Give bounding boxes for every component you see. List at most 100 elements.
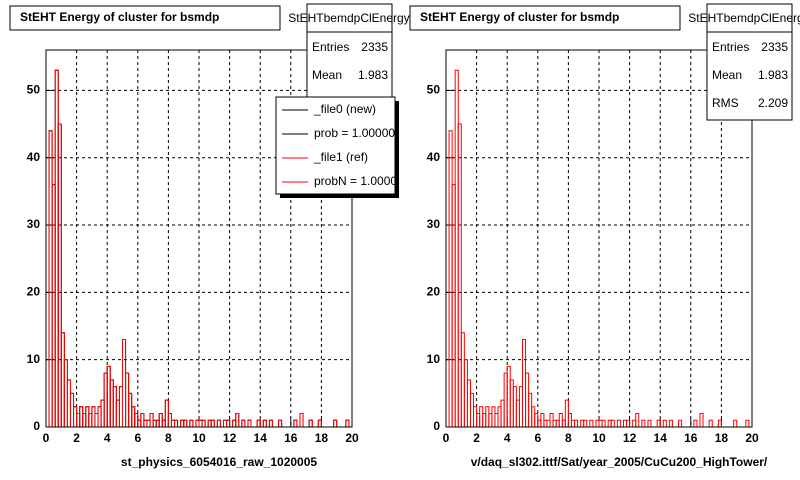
histogram-bar bbox=[647, 419, 652, 427]
x-tick-label: 12 bbox=[623, 431, 637, 445]
histogram-bar bbox=[457, 123, 462, 427]
x-tick-label: 0 bbox=[43, 431, 50, 445]
histogram-bar bbox=[601, 419, 606, 427]
chart-title: StEHT Energy of cluster for bsmdp bbox=[420, 10, 619, 24]
x-tick-label: 16 bbox=[684, 431, 698, 445]
x-tick-label: 16 bbox=[284, 431, 298, 445]
x-tick-label: 18 bbox=[315, 431, 329, 445]
histogram-bar bbox=[317, 419, 322, 427]
histogram-bar bbox=[226, 419, 231, 427]
stats-value: 1.983 bbox=[358, 68, 388, 82]
histogram-bar bbox=[210, 419, 215, 427]
histogram-bar bbox=[589, 419, 594, 427]
x-tick-label: 14 bbox=[254, 431, 268, 445]
histogram-bar bbox=[610, 419, 615, 427]
x-axis-label: st_physics_6054016_raw_1020005 bbox=[121, 455, 317, 469]
histogram-bar bbox=[256, 419, 261, 427]
histogram-bar bbox=[57, 123, 62, 427]
x-tick-label: 10 bbox=[592, 431, 606, 445]
x-tick-label: 6 bbox=[134, 431, 141, 445]
x-tick-label: 6 bbox=[534, 431, 541, 445]
histogram-bar bbox=[241, 419, 246, 427]
legend-label: _file0 (new) bbox=[313, 102, 376, 116]
histogram-bar bbox=[574, 419, 579, 427]
histogram-bar bbox=[641, 419, 646, 427]
y-tick-label: 30 bbox=[427, 217, 441, 231]
histogram-bar bbox=[235, 413, 240, 427]
y-tick-label: 0 bbox=[33, 419, 40, 433]
stats-value: 1.983 bbox=[758, 68, 788, 82]
y-tick-label: 0 bbox=[433, 419, 440, 433]
histogram-bar bbox=[662, 419, 667, 427]
histogram-bar bbox=[333, 419, 338, 427]
histogram-bar bbox=[278, 419, 283, 427]
x-tick-label: 4 bbox=[504, 431, 511, 445]
histogram-bar bbox=[201, 419, 206, 427]
histogram-bar bbox=[678, 419, 683, 427]
stats-title: StEHTbemdpClEnergy bbox=[288, 11, 409, 25]
frame-border bbox=[45, 49, 353, 428]
x-tick-label: 14 bbox=[654, 431, 668, 445]
x-tick-label: 2 bbox=[73, 431, 80, 445]
histogram-bar bbox=[216, 419, 221, 427]
y-tick-label: 40 bbox=[27, 150, 41, 164]
stats-value: 2335 bbox=[761, 40, 788, 54]
y-tick-label: 50 bbox=[27, 83, 41, 97]
histogram-bar bbox=[708, 419, 713, 427]
y-tick-label: 40 bbox=[427, 150, 441, 164]
histogram-bar bbox=[247, 419, 252, 427]
y-tick-label: 20 bbox=[27, 285, 41, 299]
x-tick-label: 8 bbox=[565, 431, 572, 445]
histogram-bar bbox=[693, 419, 698, 427]
histogram-bar bbox=[635, 413, 640, 427]
histogram-bar bbox=[308, 419, 313, 427]
histogram-bar bbox=[293, 419, 298, 427]
stats-label: Mean bbox=[312, 68, 342, 82]
histogram-bar bbox=[717, 419, 722, 427]
histogram-bar bbox=[745, 419, 750, 427]
x-tick-label: 18 bbox=[715, 431, 729, 445]
stats-value: 2335 bbox=[361, 40, 388, 54]
y-tick-label: 30 bbox=[27, 217, 41, 231]
x-tick-label: 8 bbox=[165, 431, 172, 445]
histogram-bar bbox=[174, 419, 179, 427]
x-tick-label: 4 bbox=[104, 431, 111, 445]
stats-label: Entries bbox=[312, 40, 349, 54]
y-tick-label: 50 bbox=[427, 83, 441, 97]
legend-label: probN = 1.00000 bbox=[314, 174, 404, 188]
histogram-bar bbox=[268, 419, 273, 427]
stats-value: 2.209 bbox=[758, 96, 788, 110]
legend-box bbox=[275, 96, 396, 195]
stats-label: RMS bbox=[712, 96, 739, 110]
x-tick-label: 20 bbox=[745, 431, 759, 445]
stats-title: StEHTbemdpClEnergy bbox=[688, 11, 800, 25]
histogram-bar bbox=[699, 413, 704, 427]
x-tick-label: 0 bbox=[443, 431, 450, 445]
stats-label: Entries bbox=[712, 40, 749, 54]
frame-border bbox=[445, 49, 753, 428]
stats-label: Mean bbox=[712, 68, 742, 82]
histogram-bar bbox=[299, 413, 304, 427]
histogram-bar bbox=[262, 419, 267, 427]
y-tick-label: 20 bbox=[427, 285, 441, 299]
title-box bbox=[409, 5, 681, 31]
histogram-bar bbox=[345, 419, 350, 427]
histogram-bar bbox=[616, 419, 621, 427]
x-tick-label: 2 bbox=[473, 431, 480, 445]
title-box bbox=[9, 5, 281, 31]
legend-label: prob = 1.000000 bbox=[314, 126, 402, 140]
histogram-bar bbox=[626, 419, 631, 427]
histogram-bar bbox=[668, 419, 673, 427]
stats-box bbox=[706, 3, 793, 121]
y-tick-label: 10 bbox=[27, 352, 41, 366]
legend-label: _file1 (ref) bbox=[313, 150, 368, 164]
x-tick-label: 10 bbox=[192, 431, 206, 445]
histogram-bar bbox=[189, 419, 194, 427]
chart-title: StEHT Energy of cluster for bsmdp bbox=[20, 10, 219, 24]
histogram-bar bbox=[583, 419, 588, 427]
histogram-bar bbox=[733, 419, 738, 427]
x-axis-label: v/daq_sl302.ittf/Sat/year_2005/CuCu200_H… bbox=[471, 455, 768, 469]
x-tick-label: 12 bbox=[223, 431, 237, 445]
y-tick-label: 10 bbox=[427, 352, 441, 366]
